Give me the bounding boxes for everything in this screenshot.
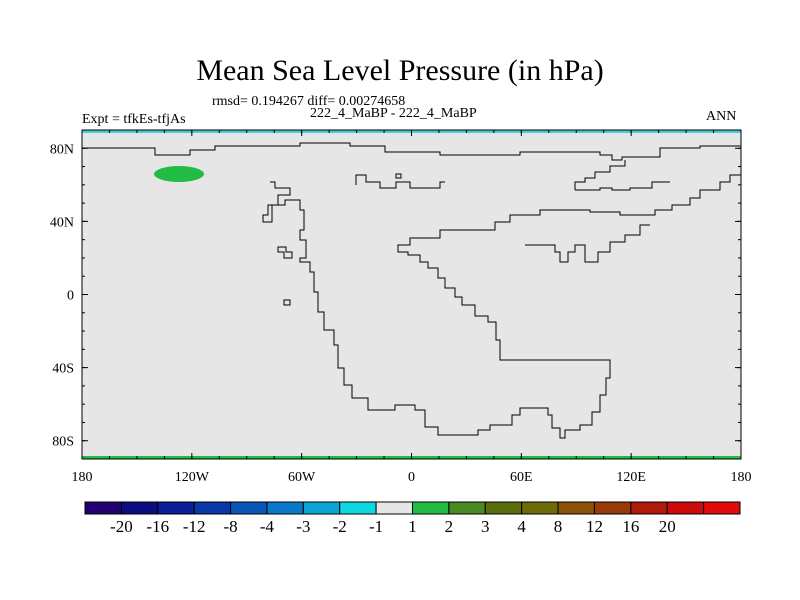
colorbar-swatch <box>412 501 450 515</box>
positive-anomaly-patch <box>154 166 204 182</box>
continent-outline-north <box>82 142 741 161</box>
colorbar-label: 3 <box>481 517 490 536</box>
lon-tick-label: 180 <box>72 470 93 485</box>
colorbar-swatch <box>193 501 232 515</box>
colorbar-label: 12 <box>585 517 603 536</box>
colorbar-swatch <box>266 501 304 515</box>
lon-tick-label: 0 <box>408 470 415 485</box>
colorbar-swatch <box>666 501 705 515</box>
colorbar <box>84 501 741 515</box>
map-title: Mean Sea Level Pressure (in hPa) <box>196 54 604 87</box>
lat-tick-label: 80N <box>50 142 74 157</box>
colorbar-label: -8 <box>223 517 238 536</box>
continent-outline-northeast <box>574 160 626 190</box>
lon-tick-label: 180 <box>731 470 752 485</box>
stats-text: rmsd= 0.194267 diff= 0.00274658 <box>212 94 406 109</box>
colorbar-swatch <box>375 501 414 515</box>
experiment-label: Expt = tfkEs-tfjAs <box>82 112 186 127</box>
colorbar-label: -12 <box>182 517 206 536</box>
colorbar-swatch <box>120 501 159 515</box>
lon-tick-label: 60W <box>288 470 316 485</box>
map-panel <box>81 129 742 460</box>
lat-tick-label: 40S <box>52 362 74 377</box>
colorbar-swatch <box>703 501 741 515</box>
continent-outline-pangaea <box>262 174 741 439</box>
continent-outline-east-bay <box>525 224 650 263</box>
colorbar-swatch <box>521 501 559 515</box>
lat-tick-label: 40N <box>50 215 74 230</box>
lat-tick-label: 0 <box>67 289 74 304</box>
colorbar-label: -2 <box>332 517 347 536</box>
colorbar-label: 16 <box>622 517 640 536</box>
run-label: 222_4_MaBP - 222_4_MaBP <box>310 106 477 121</box>
colorbar-swatch <box>630 501 668 515</box>
season-label: ANN <box>706 109 737 124</box>
colorbar-label: 2 <box>444 517 454 536</box>
colorbar-swatch <box>593 501 632 515</box>
continent-outline-arctic-coast <box>355 174 445 189</box>
colorbar-swatch <box>339 501 377 515</box>
colorbar-swatch <box>448 501 486 515</box>
colorbar-label: -4 <box>259 517 275 536</box>
colorbar-label: 20 <box>658 517 676 536</box>
colorbar-label: -1 <box>369 517 384 536</box>
colorbar-swatch <box>84 501 122 515</box>
colorbar-swatch <box>230 501 268 515</box>
small-island-2 <box>283 299 291 306</box>
colorbar-label: -20 <box>110 517 133 536</box>
lon-tick-label: 60E <box>510 470 533 485</box>
map-background <box>82 130 741 459</box>
colorbar-swatch <box>157 501 195 515</box>
continent-outline-northeast-inner <box>575 181 670 191</box>
colorbar-label: 1 <box>408 517 417 536</box>
colorbar-label: -3 <box>296 517 311 536</box>
small-island-1 <box>395 173 402 179</box>
colorbar-label: 4 <box>517 517 526 536</box>
colorbar-label: 8 <box>553 517 563 536</box>
lon-tick-label: 120E <box>616 470 646 485</box>
colorbar-label: -16 <box>146 517 170 536</box>
lon-tick-label: 120W <box>175 470 210 485</box>
colorbar-swatch <box>302 501 341 515</box>
lat-tick-label: 80S <box>52 435 74 450</box>
colorbar-swatch <box>557 501 595 515</box>
colorbar-swatch <box>484 501 523 515</box>
map-axes: 80N 40N 0 40S 80S 180 120W 60W 0 60E 120E 180 <box>50 129 752 485</box>
small-island-3 <box>277 246 293 259</box>
